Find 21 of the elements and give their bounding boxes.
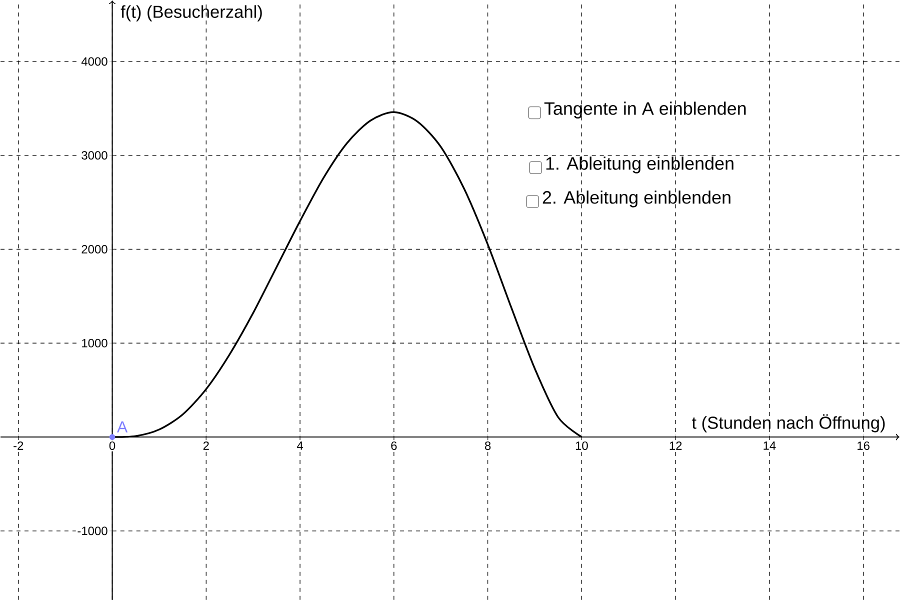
annotation: 2. Ableitung einblenden	[542, 190, 730, 208]
annotation: Tangente in A einblenden	[544, 102, 746, 118]
x-axis-title: t (Stunden nach Öffnung)	[692, 414, 885, 432]
y-tick-label: 4000	[81, 57, 108, 66]
x-tick-label: 12	[670, 441, 682, 450]
y-tick-label: -1000	[78, 526, 108, 535]
x-tick-label: 8	[484, 441, 491, 450]
y-axis-title: f(t) (Besucherzahl)	[120, 5, 262, 22]
y-tick-label: 3000	[82, 150, 108, 160]
x-tick-label: 2	[203, 441, 209, 450]
x-tick-label: 6	[391, 441, 397, 450]
x-tick-label: 14	[764, 441, 776, 450]
y-tick-label: 1000	[82, 338, 108, 348]
x-tick-label: 0	[109, 441, 116, 450]
x-tick-label: -2	[14, 441, 24, 450]
y-tick-label: 2000	[82, 244, 108, 254]
x-tick-label: 10	[576, 441, 588, 450]
x-tick-label: 4	[296, 441, 303, 450]
x-tick-label: 16	[858, 441, 870, 450]
series-label: A	[116, 421, 128, 432]
annotation: 1. Ableitung einblenden	[546, 156, 734, 174]
